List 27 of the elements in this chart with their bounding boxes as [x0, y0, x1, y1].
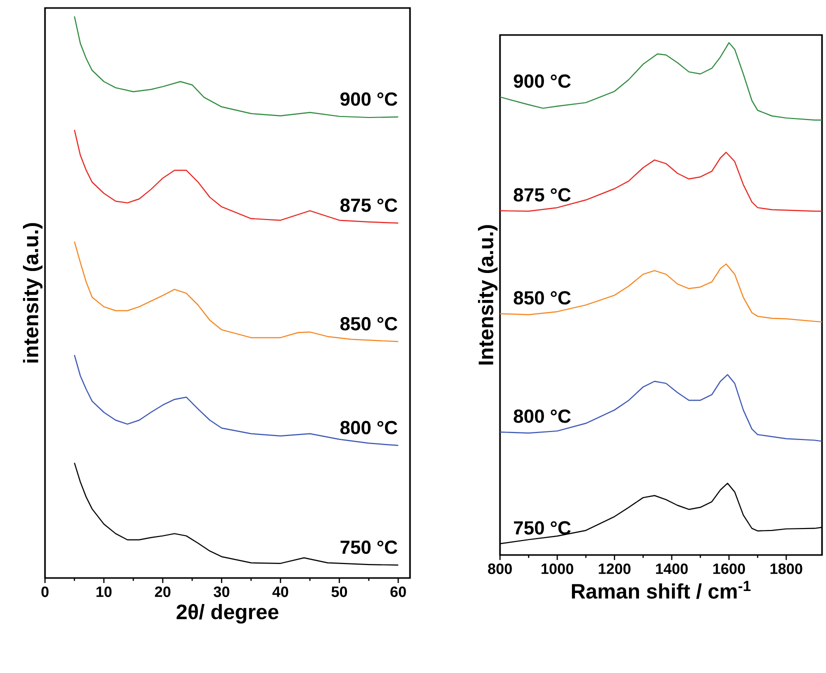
- x-axis-title: 2θ/ degree: [176, 604, 278, 624]
- x-tick-label: 20: [154, 586, 170, 598]
- x-tick-label: 1800: [770, 563, 802, 574]
- y-axis-title: Intensity (a.u.): [478, 225, 498, 364]
- series-label: 850 °C: [514, 291, 571, 305]
- series-label: 800 °C: [514, 409, 571, 423]
- y-axis-title: intensity (a.u.): [22, 223, 42, 362]
- x-axis-title: Raman shift / cm$^{-1}$: [572, 580, 751, 599]
- x-tick-label: 40: [272, 586, 288, 598]
- x-tick-label: 10: [96, 586, 112, 598]
- series-label: 750 °C: [340, 540, 398, 554]
- series-label: 900 °C: [514, 74, 571, 88]
- x-tick-label: 1400: [656, 563, 688, 574]
- x-tick-label: 1600: [713, 563, 745, 574]
- x-tick-label: 1200: [598, 563, 630, 574]
- series-label: 800 °C: [340, 420, 398, 434]
- series-label: 900 °C: [340, 92, 398, 106]
- x-tick-label: 0: [41, 586, 49, 598]
- x-tick-label: 800: [488, 563, 512, 574]
- series-label: 750 °C: [514, 521, 571, 535]
- x-tick-label: 50: [332, 586, 348, 598]
- x-tick-label: 30: [214, 586, 230, 598]
- series-label: 875 °C: [514, 188, 571, 202]
- series-label: 850 °C: [340, 317, 398, 330]
- x-tick-label: 1000: [542, 563, 574, 574]
- x-tick-label: 60: [390, 586, 406, 598]
- series-label: 875 °C: [340, 198, 398, 212]
